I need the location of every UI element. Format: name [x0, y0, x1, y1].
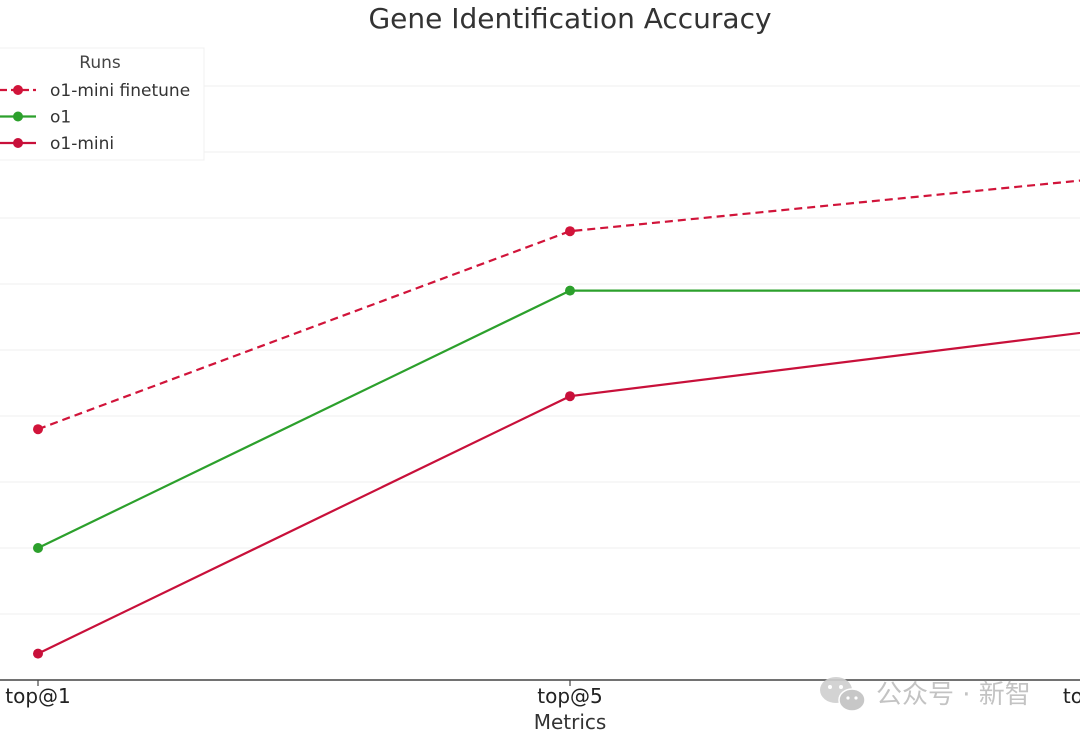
- data-point: [33, 648, 43, 659]
- series-line: [37, 331, 1080, 655]
- series-2: [33, 285, 1080, 553]
- data-point: [33, 424, 43, 435]
- legend-item: o1: [0, 108, 71, 128]
- series-3: [33, 331, 1080, 659]
- watermark: 公众号 · 新智: [820, 677, 1031, 712]
- data-point: [565, 226, 575, 237]
- data-point: [565, 285, 575, 296]
- x-tick-label: top@1: [5, 684, 71, 708]
- x-tick-label: top@5: [537, 684, 603, 708]
- legend-item: o1-mini finetune: [0, 81, 190, 101]
- legend-swatch-marker: [13, 138, 23, 148]
- legend-items: o1-mini finetune o1 o1-mini: [0, 81, 190, 154]
- grid-lines: [0, 85, 1080, 615]
- legend-label: o1-mini: [50, 134, 114, 154]
- data-point: [33, 543, 43, 553]
- x-tick-label: top@10: [1063, 684, 1080, 708]
- x-axis-label: Metrics: [534, 710, 607, 734]
- chart-title: Gene Identification Accuracy: [368, 2, 771, 35]
- legend-label: o1-mini finetune: [50, 81, 190, 101]
- legend-box: [0, 47, 205, 161]
- series-lines: [33, 179, 1080, 659]
- legend-item: o1-mini: [0, 134, 114, 154]
- series-1: [33, 179, 1080, 435]
- watermark-text: 公众号 · 新智: [876, 680, 1031, 710]
- legend-swatch-marker: [13, 111, 23, 122]
- legend-label: o1: [50, 108, 71, 128]
- wechat-icon: [820, 677, 866, 712]
- legend-title: Runs: [79, 53, 121, 73]
- series-line: [37, 179, 1080, 431]
- legend: Runs o1-mini finetune o1 o1-mini: [0, 47, 205, 161]
- data-point: [565, 391, 575, 402]
- series-line: [37, 289, 1080, 549]
- x-tick-labels: top@1 top@5 top@10: [5, 680, 1080, 708]
- legend-swatch-marker: [13, 85, 23, 95]
